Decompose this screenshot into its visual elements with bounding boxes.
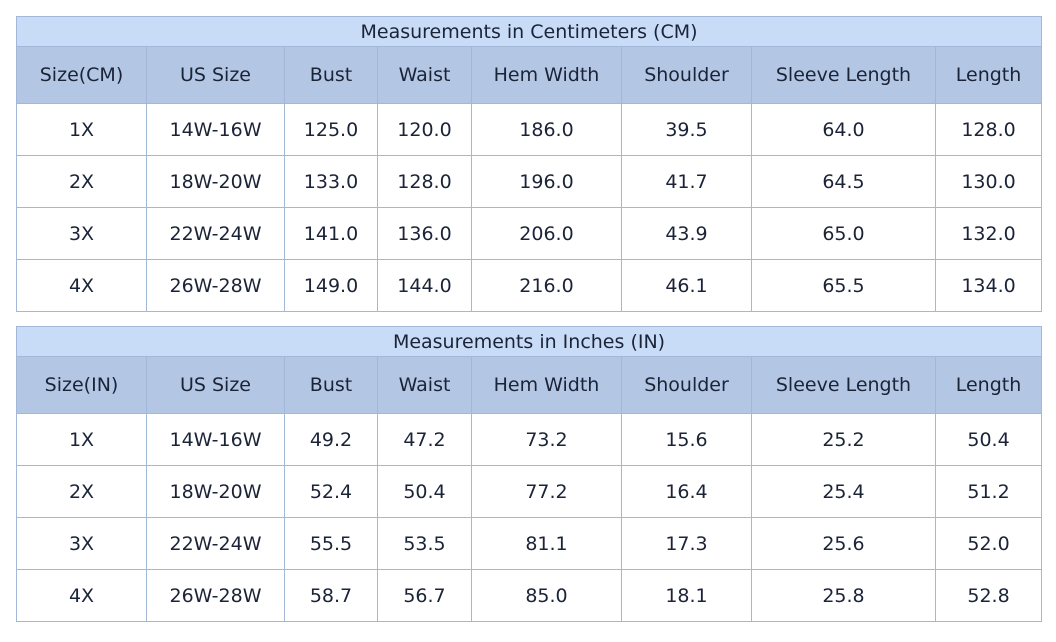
table-cell: 133.0 — [284, 155, 378, 208]
table-cell: 85.0 — [471, 569, 622, 622]
table-cell: 22W-24W — [146, 517, 285, 570]
table-cell: 46.1 — [621, 259, 752, 312]
table-cell: 43.9 — [621, 207, 752, 260]
table-cell: 18W-20W — [146, 155, 285, 208]
column-header: Hem Width — [471, 356, 622, 414]
table-cell: 14W-16W — [146, 413, 285, 466]
table-cell: 130.0 — [934, 155, 1043, 208]
table-cell: 144.0 — [377, 259, 472, 312]
table-cell: 64.5 — [751, 155, 936, 208]
column-header: Sleeve Length — [751, 356, 936, 414]
table-cell: 47.2 — [377, 413, 472, 466]
table-row: 2X 18W-20W 52.4 50.4 77.2 16.4 25.4 51.2 — [16, 465, 1043, 518]
table-cell: 136.0 — [377, 207, 472, 260]
table-cell: 196.0 — [471, 155, 622, 208]
column-header: Hem Width — [471, 46, 622, 104]
column-header: Shoulder — [621, 46, 752, 104]
table-cell: 65.0 — [751, 207, 936, 260]
table-row: 4X 26W-28W 58.7 56.7 85.0 18.1 25.8 52.8 — [16, 569, 1043, 622]
table-row: 1X 14W-16W 49.2 47.2 73.2 15.6 25.2 50.4 — [16, 413, 1043, 466]
table-cell: 2X — [16, 465, 147, 518]
column-header: US Size — [146, 356, 285, 414]
table-row: 2X 18W-20W 133.0 128.0 196.0 41.7 64.5 130.0 — [16, 155, 1043, 208]
column-header: US Size — [146, 46, 285, 104]
table-row: 3X 22W-24W 55.5 53.5 81.1 17.3 25.6 52.0 — [16, 517, 1043, 570]
table-cell: 26W-28W — [146, 569, 285, 622]
cm-size-table: Measurements in Centimeters (CM) Size(CM)… — [15, 16, 1043, 312]
table-title: Measurements in Centimeters (CM) — [15, 16, 1043, 47]
table-cell: 149.0 — [284, 259, 378, 312]
table-cell: 49.2 — [284, 413, 378, 466]
table-cell: 25.6 — [751, 517, 936, 570]
column-header: Waist — [377, 46, 472, 104]
table-cell: 1X — [16, 103, 147, 156]
table-cell: 26W-28W — [146, 259, 285, 312]
table-cell: 186.0 — [471, 103, 622, 156]
column-header: Length — [934, 356, 1043, 414]
table-cell: 77.2 — [471, 465, 622, 518]
table-cell: 15.6 — [621, 413, 752, 466]
table-cell: 141.0 — [284, 207, 378, 260]
table-cell: 128.0 — [934, 103, 1043, 156]
table-row: 4X 26W-28W 149.0 144.0 216.0 46.1 65.5 134.0 — [16, 259, 1043, 312]
column-header: Bust — [284, 356, 378, 414]
table-cell: 14W-16W — [146, 103, 285, 156]
table-cell: 50.4 — [377, 465, 472, 518]
table-title: Measurements in Inches (IN) — [15, 326, 1043, 357]
table-cell: 41.7 — [621, 155, 752, 208]
inch-size-table: Measurements in Inches (IN) Size(IN) US Si… — [15, 326, 1043, 622]
table-cell: 206.0 — [471, 207, 622, 260]
table-cell: 73.2 — [471, 413, 622, 466]
table-cell: 18.1 — [621, 569, 752, 622]
table-cell: 58.7 — [284, 569, 378, 622]
table-cell: 4X — [16, 259, 147, 312]
column-header: Size(CM) — [16, 46, 147, 104]
table-cell: 25.4 — [751, 465, 936, 518]
table-cell: 52.0 — [934, 517, 1043, 570]
header-row: Size(IN) US Size Bust Waist Hem Width Shoulde… — [16, 356, 1043, 414]
table-cell: 64.0 — [751, 103, 936, 156]
column-header: Length — [934, 46, 1043, 104]
table-row: 3X 22W-24W 141.0 136.0 206.0 43.9 65.0 132.0 — [16, 207, 1043, 260]
table-cell: 3X — [16, 207, 147, 260]
column-header: Size(IN) — [16, 356, 147, 414]
column-header: Shoulder — [621, 356, 752, 414]
table-cell: 128.0 — [377, 155, 472, 208]
table-cell: 22W-24W — [146, 207, 285, 260]
table-row: 1X 14W-16W 125.0 120.0 186.0 39.5 64.0 128.0 — [16, 103, 1043, 156]
table-cell: 56.7 — [377, 569, 472, 622]
header-row: Size(CM) US Size Bust Waist Hem Width Shoulde… — [16, 46, 1043, 104]
table-cell: 55.5 — [284, 517, 378, 570]
table-cell: 16.4 — [621, 465, 752, 518]
table-cell: 53.5 — [377, 517, 472, 570]
table-cell: 25.2 — [751, 413, 936, 466]
table-cell: 18W-20W — [146, 465, 285, 518]
table-cell: 1X — [16, 413, 147, 466]
table-cell: 25.8 — [751, 569, 936, 622]
column-header: Waist — [377, 356, 472, 414]
table-cell: 52.8 — [934, 569, 1043, 622]
table-cell: 134.0 — [934, 259, 1043, 312]
table-cell: 17.3 — [621, 517, 752, 570]
table-cell: 52.4 — [284, 465, 378, 518]
column-header: Bust — [284, 46, 378, 104]
table-cell: 65.5 — [751, 259, 936, 312]
table-cell: 3X — [16, 517, 147, 570]
table-cell: 81.1 — [471, 517, 622, 570]
table-cell: 216.0 — [471, 259, 622, 312]
table-cell: 132.0 — [934, 207, 1043, 260]
table-cell: 50.4 — [934, 413, 1043, 466]
table-cell: 2X — [16, 155, 147, 208]
table-cell: 120.0 — [377, 103, 472, 156]
table-cell: 4X — [16, 569, 147, 622]
column-header: Sleeve Length — [751, 46, 936, 104]
table-cell: 125.0 — [284, 103, 378, 156]
table-cell: 51.2 — [934, 465, 1043, 518]
table-cell: 39.5 — [621, 103, 752, 156]
